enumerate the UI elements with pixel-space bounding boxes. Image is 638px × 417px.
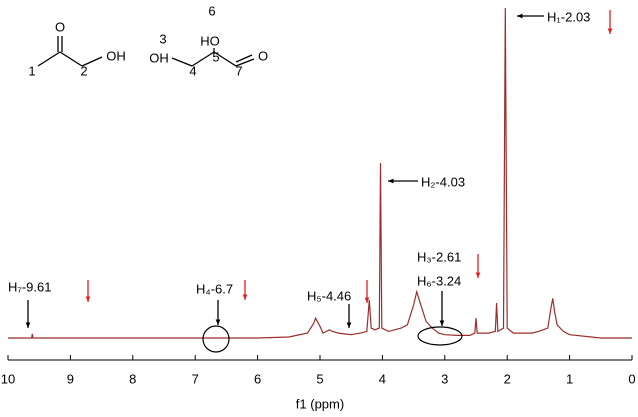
arrow-head [85, 296, 91, 302]
bond [235, 58, 255, 67]
annotation: H₆-3.24 [417, 273, 461, 288]
arrow-head [215, 319, 221, 325]
arrow-head [242, 294, 248, 300]
x-axis-label: f1 (ppm) [296, 396, 344, 411]
structure-label: 4 [189, 63, 196, 78]
structure-label: O [55, 19, 65, 34]
arrow-head [346, 322, 352, 328]
annotation: H₅-4.46 [307, 288, 351, 303]
annotation: H₄-6.7 [196, 281, 233, 296]
annotation: H₂-4.03 [421, 174, 465, 189]
structure-label: 2 [80, 63, 87, 78]
bond [37, 51, 61, 67]
structure-label: 1 [28, 63, 35, 78]
structure-label: O [258, 48, 268, 63]
structure-label: 5 [212, 49, 219, 64]
arrow-head [364, 297, 370, 303]
structure-label: 3 [159, 31, 166, 46]
bond [213, 51, 237, 67]
structure-label: HO [200, 33, 220, 48]
arrow-head [388, 178, 394, 184]
highlight-circle [202, 325, 230, 353]
structures [37, 36, 255, 67]
x-tick-label: 7 [192, 371, 199, 386]
structure-label: 7 [235, 63, 242, 78]
x-tick-label: 0 [628, 371, 635, 386]
x-tick-label: 6 [254, 371, 261, 386]
structure-label: OH [106, 48, 126, 63]
x-tick-label: 9 [67, 371, 74, 386]
annotation: H₃-2.61 [417, 249, 461, 264]
arrow-head [475, 272, 481, 278]
annotation: H₁-2.03 [547, 9, 590, 24]
bond [191, 51, 215, 67]
bond [59, 51, 83, 67]
arrow-head [517, 13, 523, 19]
x-tick-label: 8 [129, 371, 136, 386]
structure-label: OH [149, 50, 169, 65]
x-tick-label: 2 [504, 371, 511, 386]
x-tick-label: 5 [316, 371, 323, 386]
arrow-head [25, 322, 31, 328]
bond [171, 57, 193, 67]
arrow-head [439, 320, 445, 326]
x-tick-label: 4 [379, 371, 386, 386]
spectrum [8, 7, 632, 339]
x-tick-label: 10 [1, 371, 15, 386]
x-tick-label: 3 [441, 371, 448, 386]
highlight-ellipse [417, 326, 463, 346]
annotation: H₇-9.61 [8, 279, 52, 294]
bond [81, 56, 103, 67]
structure-label: 6 [208, 3, 215, 18]
bond [235, 54, 253, 63]
x-tick-label: 1 [566, 371, 573, 386]
arrow-head [607, 28, 613, 34]
